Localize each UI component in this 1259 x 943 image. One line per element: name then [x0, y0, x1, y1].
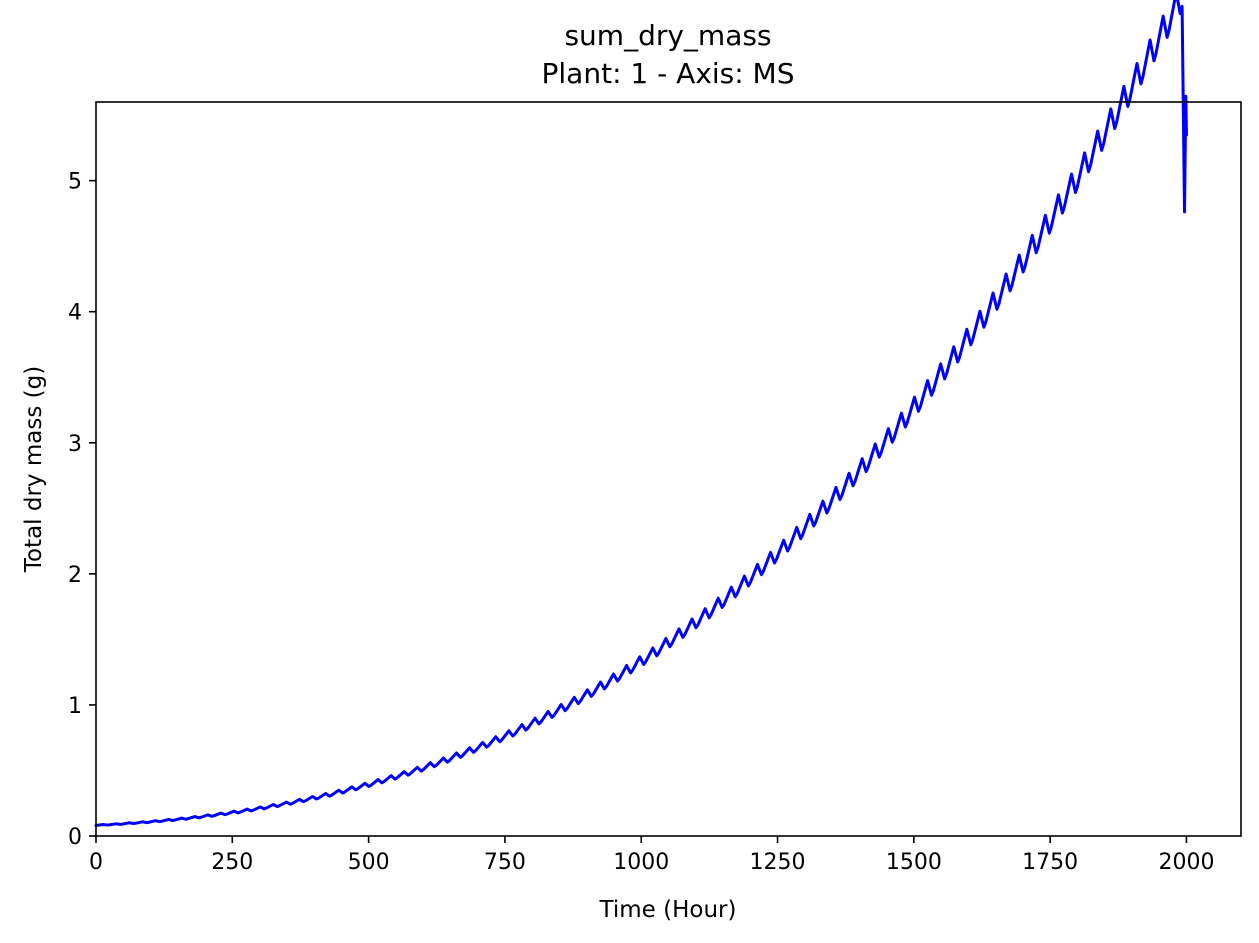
plot-area	[96, 102, 1241, 836]
x-tick-label: 750	[484, 850, 526, 875]
x-tick-label: 1750	[1022, 850, 1078, 875]
y-tick-label: 0	[68, 825, 82, 850]
chart-title: sum_dry_mass	[564, 19, 771, 52]
x-axis-ticks: 0 250 500 750 1000 1250 1500 1750 2000	[89, 836, 1214, 875]
x-tick-label: 250	[211, 850, 253, 875]
x-tick-label: 1250	[750, 850, 806, 875]
series-line-0	[94, 0, 1188, 828]
y-tick-label: 3	[68, 432, 82, 457]
plot-frame	[95, 101, 1242, 837]
x-axis-label: Time (Hour)	[599, 897, 737, 923]
chart-subtitle: Plant: 1 - Axis: MS	[542, 57, 795, 90]
series-line-layer	[94, 0, 1188, 828]
y-axis-label: Total dry mass (g)	[21, 366, 47, 573]
y-tick-label: 4	[68, 301, 82, 326]
y-axis-ticks: 0 1 2 3 4 5	[68, 170, 96, 850]
y-tick-label: 1	[68, 694, 82, 719]
x-tick-label: 2000	[1158, 850, 1214, 875]
y-tick-label: 2	[68, 563, 82, 588]
x-tick-label: 500	[348, 850, 390, 875]
y-tick-label: 5	[68, 170, 82, 195]
x-tick-label: 1000	[613, 850, 669, 875]
x-tick-label: 1500	[886, 850, 942, 875]
x-tick-label: 0	[89, 850, 103, 875]
